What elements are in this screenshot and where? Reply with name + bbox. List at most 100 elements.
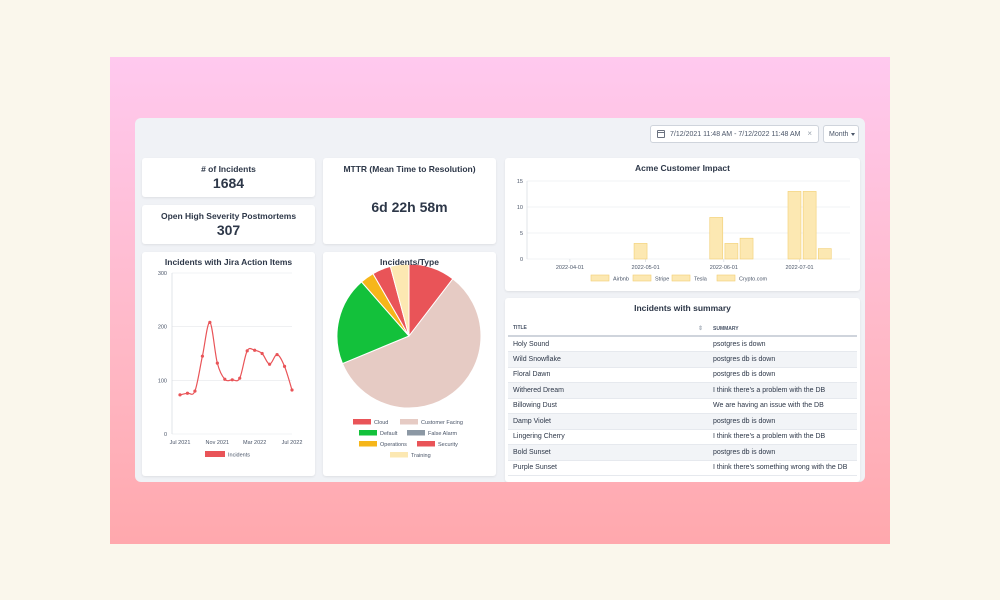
period-select[interactable]: Month (823, 125, 859, 143)
column-header-title[interactable]: TITLE ⇕ (508, 322, 708, 337)
x-tick-label: 2022-04-01 (556, 265, 584, 271)
data-point[interactable] (253, 348, 257, 352)
table-header-row: TITLE ⇕ SUMMARY (508, 322, 857, 337)
chevron-down-icon (851, 132, 856, 136)
y-tick-label: 0 (520, 257, 523, 263)
data-point[interactable] (275, 352, 279, 357)
table-row[interactable]: Holy Sound psotgres is down (508, 336, 857, 352)
legend-swatch (671, 274, 691, 282)
data-point[interactable] (260, 351, 264, 356)
x-tick-label: 2022-06-01 (710, 265, 738, 271)
kpi-incidents-card: # of Incidents 1684 (142, 158, 315, 197)
cell-title: Withered Dream (508, 382, 708, 399)
summary-table-card: Incidents with summary TITLE ⇕ SUMMARY Ho… (505, 298, 860, 482)
data-point[interactable] (268, 362, 272, 366)
kpi-incidents-label: # of Incidents (201, 164, 256, 174)
kpi-postmortems-label: Open High Severity Postmortems (160, 211, 297, 221)
data-point[interactable] (208, 320, 212, 324)
table-row[interactable]: Lingering Cherry I think there's a proble… (508, 429, 857, 445)
cell-title: Purple Sunset (508, 460, 708, 476)
table-row[interactable]: Purple Sunset I think there's something w… (508, 460, 857, 476)
y-tick-label: 200 (158, 325, 167, 331)
table-row[interactable]: Damp Violet postgres db is down (508, 413, 857, 430)
cell-title: Wild Snowflake (508, 351, 708, 368)
x-tick-label: Nov 2021 (206, 440, 230, 446)
calendar-icon (657, 130, 665, 138)
legend-swatch (353, 419, 371, 425)
legend-label[interactable]: False Alarm (428, 431, 457, 437)
data-point[interactable] (223, 377, 227, 381)
bar[interactable] (633, 243, 648, 260)
table-row[interactable]: Floral Dawn postgres db is down (508, 367, 857, 383)
legend-swatch (417, 441, 435, 447)
y-tick-label: 15 (517, 179, 523, 185)
dashboard: 7/12/2021 11:48 AM - 7/12/2022 11:48 AM … (135, 118, 865, 482)
data-point[interactable] (230, 378, 234, 382)
cell-summary: postgres db is down (708, 413, 857, 430)
date-range-picker[interactable]: 7/12/2021 11:48 AM - 7/12/2022 11:48 AM … (650, 125, 819, 143)
cell-title: Billowing Dust (508, 398, 708, 414)
legend-swatch (390, 452, 408, 458)
legend-label-incidents[interactable]: Incidents (228, 453, 250, 459)
legend-label[interactable]: Operations (380, 442, 407, 448)
y-tick-label: 300 (158, 271, 167, 277)
cell-title: Damp Violet (508, 413, 708, 430)
x-tick-label: 2022-07-01 (785, 265, 813, 271)
jira-chart-title: Incidents with Jira Action Items (164, 257, 293, 267)
data-point[interactable] (178, 393, 182, 397)
data-point[interactable] (215, 361, 219, 365)
bar[interactable] (817, 248, 832, 260)
bar[interactable] (802, 191, 817, 260)
data-point[interactable] (185, 391, 190, 395)
data-point[interactable] (238, 376, 242, 380)
legend-label[interactable]: Tesla (694, 277, 708, 283)
legend-swatch (716, 274, 736, 282)
pie-slice-customer-facing[interactable] (341, 278, 482, 409)
acme-chart-card: Acme Customer Impact 0 5 10 15 2022-04-01 202… (505, 158, 860, 291)
legend-label[interactable]: Security (438, 442, 458, 448)
legend-label[interactable]: Cloud (374, 420, 388, 426)
kpi-postmortems-card: Open High Severity Postmortems 307 (142, 205, 315, 244)
x-tick-label: 2022-05-01 (632, 265, 660, 271)
table-row[interactable]: Wild Snowflake postgres db is down (508, 351, 857, 368)
bar[interactable] (739, 237, 754, 260)
legend-swatch (590, 274, 610, 282)
kpi-mttr-card: MTTR (Mean Time to Resolution) 6d 22h 58… (323, 158, 496, 244)
x-tick-label: Mar 2022 (243, 440, 266, 446)
series-line-incidents (179, 321, 293, 396)
sort-icon[interactable]: ⇕ (697, 326, 703, 332)
data-point[interactable] (193, 389, 197, 393)
data-point[interactable] (290, 388, 294, 392)
pie-slice-default[interactable] (336, 281, 410, 365)
y-tick-label: 100 (158, 378, 167, 384)
legend-label[interactable]: Airbnb (613, 277, 629, 283)
legend-swatch (407, 430, 425, 436)
legend-swatch (632, 274, 652, 282)
column-header-summary[interactable]: SUMMARY (708, 322, 857, 337)
table-row[interactable]: Bold Sunset postgres db is down (508, 444, 857, 461)
legend-label[interactable]: Stripe (655, 277, 669, 283)
legend-label[interactable]: Default (380, 431, 398, 437)
types-chart-title: Incidents/Type (380, 257, 439, 267)
table-row[interactable]: Withered Dream I think there's a problem … (508, 382, 857, 399)
y-tick-label: 0 (164, 432, 167, 438)
data-point[interactable] (200, 354, 204, 358)
data-point[interactable] (245, 349, 249, 353)
table-body: Holy Sound psotgres is down Wild Snowflake… (508, 336, 857, 476)
bar[interactable] (787, 191, 802, 260)
legend-swatch (400, 419, 418, 425)
legend-label[interactable]: Customer Facing (421, 420, 463, 426)
acme-chart-title: Acme Customer Impact (635, 163, 730, 173)
table-row[interactable]: Billowing Dust We are having an issue wit… (508, 398, 857, 414)
cell-title: Floral Dawn (508, 367, 708, 383)
cell-summary: postgres db is down (708, 444, 857, 461)
pie-slice-training[interactable] (389, 263, 410, 337)
data-point[interactable] (282, 364, 287, 368)
bar[interactable] (724, 243, 739, 260)
close-icon[interactable]: × (807, 129, 812, 138)
legend-swatch (359, 441, 377, 447)
bar[interactable] (709, 217, 724, 260)
legend-label[interactable]: Training (411, 453, 431, 459)
legend-label[interactable]: Crypto.com (739, 277, 768, 283)
cell-summary: I think there's something wrong with the… (708, 460, 857, 476)
